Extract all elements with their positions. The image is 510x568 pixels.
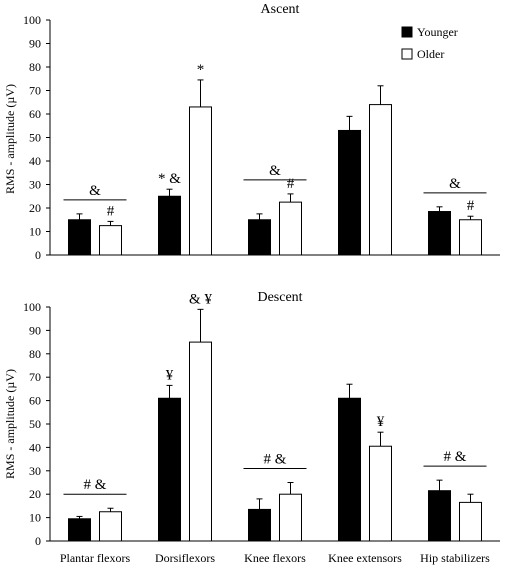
y-tick-label: 30	[29, 178, 41, 192]
chart-title: Descent	[257, 290, 302, 305]
significance-marker: &	[449, 176, 461, 192]
x-tick-label: Dorsiflexors	[155, 551, 215, 565]
y-tick-label: 80	[29, 347, 41, 361]
x-tick-label: Knee flexors	[244, 551, 306, 565]
y-tick-label: 0	[35, 248, 41, 262]
x-tick-label: Hip stabilizers	[420, 551, 490, 565]
y-tick-label: 30	[29, 464, 41, 478]
y-tick-label: 60	[29, 107, 41, 121]
chart-title: Ascent	[261, 2, 300, 17]
bar-older	[459, 501, 482, 542]
bar-older	[189, 341, 212, 542]
significance-marker: *	[197, 62, 205, 78]
y-tick-label: 80	[29, 60, 41, 74]
bar-younger	[248, 219, 271, 256]
legend-label: Younger	[417, 25, 458, 39]
bar-younger	[68, 518, 91, 542]
bar-older	[279, 201, 302, 256]
y-tick-label: 50	[29, 417, 41, 431]
y-axis-label: RMS - amplitude (µV)	[3, 369, 17, 479]
bar-younger	[158, 397, 181, 542]
y-tick-label: 90	[29, 37, 41, 51]
bar-younger	[248, 508, 271, 542]
bar-older	[369, 104, 392, 256]
significance-marker: ¥	[377, 414, 385, 430]
significance-marker: &	[89, 183, 101, 199]
y-tick-label: 0	[35, 534, 41, 548]
legend-swatch-younger	[401, 26, 413, 38]
x-tick-label: Plantar flexors	[60, 551, 131, 565]
y-tick-label: 100	[23, 13, 41, 27]
significance-marker: ¥	[166, 367, 174, 383]
bar-younger	[428, 211, 451, 256]
bar-younger	[68, 219, 91, 256]
legend-label: Older	[417, 47, 444, 61]
bar-older	[189, 106, 212, 256]
bar-older	[99, 225, 122, 256]
bar-younger	[158, 195, 181, 256]
y-axis-label: RMS - amplitude (µV)	[3, 84, 17, 194]
bar-younger	[338, 129, 361, 256]
y-tick-label: 40	[29, 440, 41, 454]
bar-younger	[428, 490, 451, 542]
y-tick-label: 10	[29, 225, 41, 239]
significance-marker: # &	[264, 452, 287, 468]
significance-marker: # &	[84, 477, 107, 493]
legend-swatch-older	[401, 48, 413, 60]
significance-marker: & ¥	[189, 291, 212, 307]
bar-older	[99, 511, 122, 542]
significance-marker: * &	[158, 171, 181, 187]
significance-marker: #	[467, 198, 475, 214]
y-tick-label: 70	[29, 370, 41, 384]
bar-older	[279, 493, 302, 542]
y-tick-label: 20	[29, 487, 41, 501]
y-tick-label: 20	[29, 201, 41, 215]
y-tick-label: 60	[29, 394, 41, 408]
y-tick-label: 10	[29, 511, 41, 525]
bar-younger	[338, 397, 361, 542]
y-tick-label: 90	[29, 323, 41, 337]
bar-older	[369, 445, 392, 542]
significance-marker: #	[107, 203, 115, 219]
significance-marker: # &	[444, 449, 467, 465]
x-tick-label: Knee extensors	[328, 551, 402, 565]
y-tick-label: 50	[29, 131, 41, 145]
y-tick-label: 70	[29, 84, 41, 98]
significance-marker: #	[287, 176, 295, 192]
significance-marker: &	[269, 163, 281, 179]
bar-older	[459, 219, 482, 256]
y-tick-label: 40	[29, 154, 41, 168]
y-tick-label: 100	[23, 300, 41, 314]
